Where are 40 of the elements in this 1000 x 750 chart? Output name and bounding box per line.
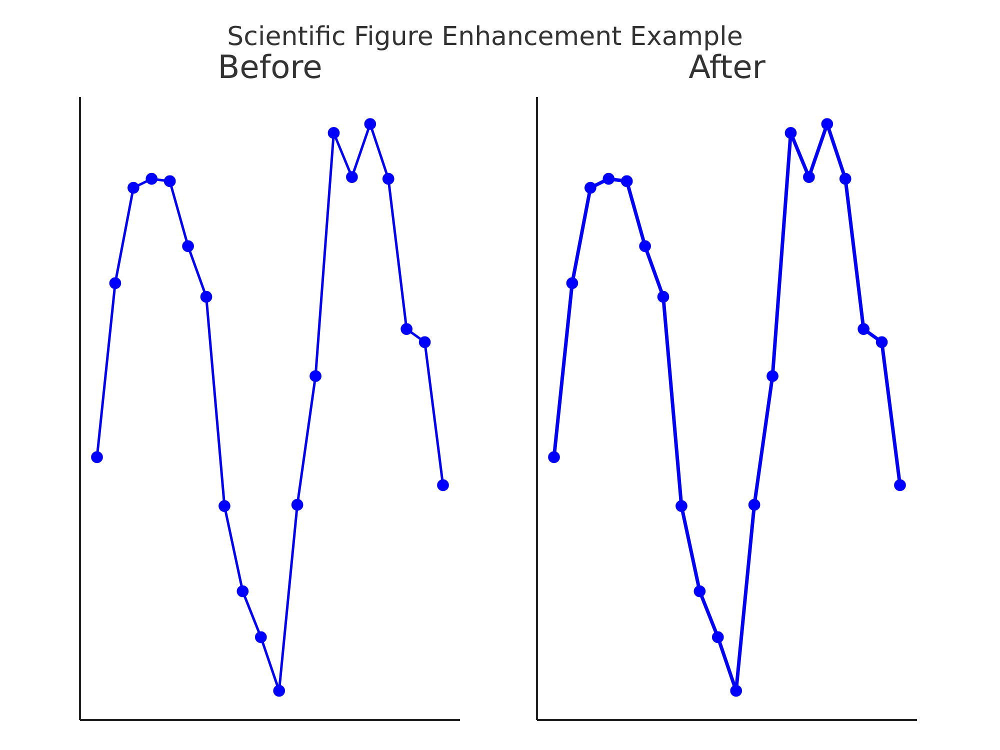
point bbox=[364, 118, 376, 130]
point bbox=[858, 323, 870, 335]
point bbox=[273, 684, 286, 697]
point bbox=[437, 479, 449, 492]
point bbox=[876, 336, 888, 348]
point bbox=[712, 631, 724, 644]
point bbox=[328, 127, 340, 139]
point bbox=[382, 172, 394, 185]
point bbox=[254, 631, 267, 644]
point bbox=[146, 172, 158, 185]
point bbox=[620, 175, 633, 188]
point bbox=[839, 172, 852, 185]
point bbox=[418, 336, 431, 348]
point bbox=[236, 585, 249, 598]
point bbox=[602, 172, 615, 185]
point bbox=[639, 240, 651, 252]
point bbox=[218, 500, 230, 512]
point bbox=[109, 277, 122, 290]
point bbox=[346, 171, 358, 183]
point bbox=[748, 498, 760, 511]
point bbox=[182, 240, 194, 252]
point bbox=[310, 370, 322, 382]
point bbox=[803, 171, 815, 183]
point bbox=[400, 323, 412, 335]
point bbox=[657, 290, 670, 303]
point bbox=[584, 182, 596, 194]
point bbox=[694, 585, 706, 598]
point bbox=[128, 182, 140, 194]
point bbox=[821, 118, 834, 130]
point bbox=[730, 684, 742, 697]
point bbox=[548, 451, 560, 464]
point bbox=[676, 500, 688, 512]
point bbox=[894, 479, 906, 492]
point bbox=[566, 277, 578, 290]
point bbox=[164, 175, 176, 188]
point bbox=[784, 127, 797, 139]
point bbox=[200, 290, 212, 303]
point bbox=[766, 370, 778, 382]
point bbox=[91, 451, 103, 464]
point bbox=[291, 498, 304, 511]
